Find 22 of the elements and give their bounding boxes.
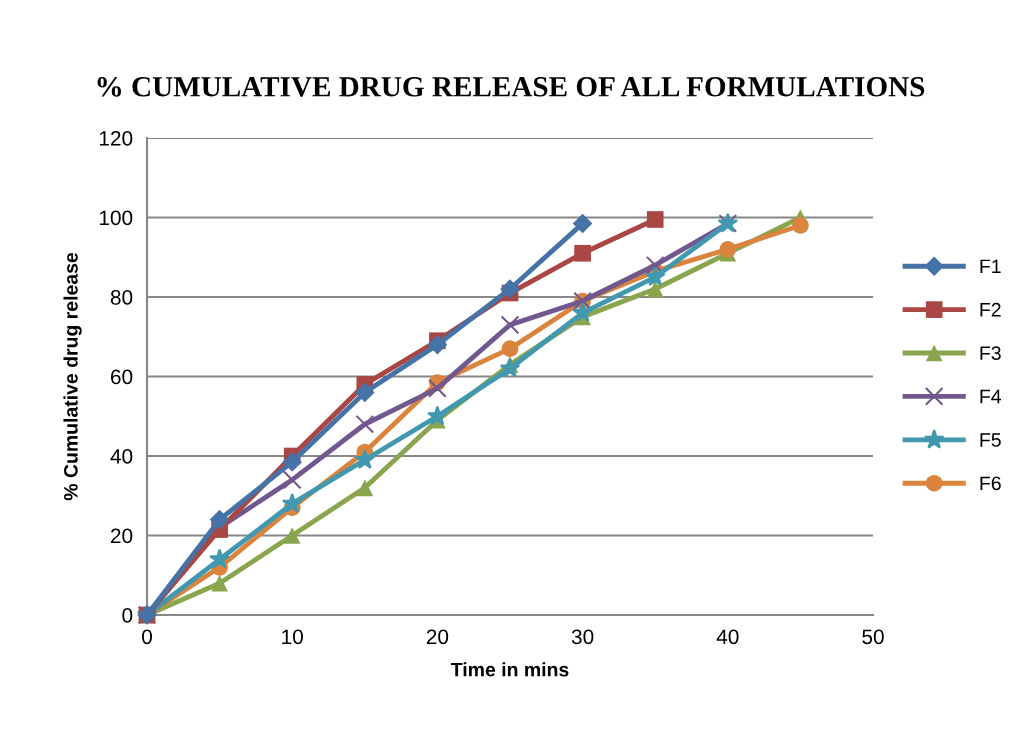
y-tick-label: 40: [110, 449, 133, 464]
x-tick-label: 30: [571, 629, 594, 645]
legend-label: F6: [980, 476, 1001, 491]
y-tick-label: 100: [99, 210, 133, 226]
x-tick-label: 50: [862, 629, 884, 645]
legend-label: F1: [980, 259, 1001, 274]
legend-label: F4: [980, 389, 1002, 404]
x-tick-label: 10: [282, 629, 303, 645]
y-tick-label: 0: [122, 608, 133, 623]
y-axis-title: % Cumulative drug release: [63, 252, 82, 501]
x-tick-label: 40: [716, 629, 739, 645]
x-tick-label: 0: [142, 629, 152, 645]
chart-title: % CUMULATIVE DRUG RELEASE OF ALL FORMULATIONS: [97, 76, 925, 97]
y-tick-label: 80: [110, 290, 133, 305]
x-axis-title: Time in mins: [450, 662, 569, 677]
legend-label: F2: [980, 302, 1001, 317]
y-tick-label: 120: [99, 131, 133, 146]
x-tick-label: 20: [426, 629, 449, 645]
y-tick-label: 60: [111, 369, 133, 385]
y-tick-label: 20: [110, 528, 133, 544]
legend-label: F3: [980, 346, 1001, 361]
legend-label: F5: [980, 433, 1001, 447]
